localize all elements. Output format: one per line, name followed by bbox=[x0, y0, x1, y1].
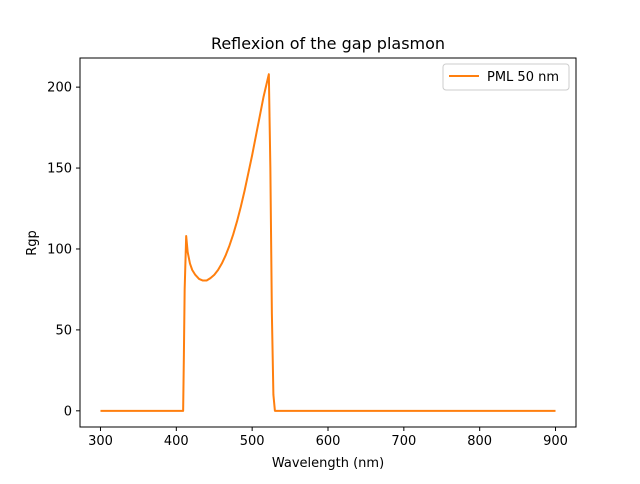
series-line bbox=[100, 73, 556, 412]
y-tick-label: 100 bbox=[47, 242, 72, 257]
x-axis-label: Wavelength (nm) bbox=[272, 456, 384, 471]
y-tick-label: 0 bbox=[64, 404, 72, 419]
y-axis-label: Rgp bbox=[25, 230, 40, 256]
x-tick-label: 800 bbox=[467, 434, 492, 449]
x-tick-label: 300 bbox=[88, 434, 113, 449]
series-layer bbox=[100, 73, 556, 412]
legend-box bbox=[442, 63, 570, 91]
chart-title: Reflexion of the gap plasmon bbox=[211, 34, 445, 53]
x-tick-label: 900 bbox=[543, 434, 568, 449]
y-tick-label: 150 bbox=[47, 162, 72, 177]
y-tick-label: 50 bbox=[55, 323, 72, 338]
y-tick-label: 200 bbox=[47, 81, 72, 96]
axis-ticks: 300 400 500 600 700 800 900 0 50 100 150 200 bbox=[47, 81, 568, 449]
plot-frame bbox=[79, 57, 577, 428]
legend-label: PML 50 nm bbox=[487, 70, 559, 85]
legend: PML 50 nm bbox=[442, 63, 570, 91]
x-tick-label: 400 bbox=[164, 434, 189, 449]
plot-area bbox=[80, 58, 576, 427]
x-tick-label: 500 bbox=[240, 434, 265, 449]
x-tick-label: 700 bbox=[391, 434, 416, 449]
x-tick-label: 600 bbox=[316, 434, 341, 449]
